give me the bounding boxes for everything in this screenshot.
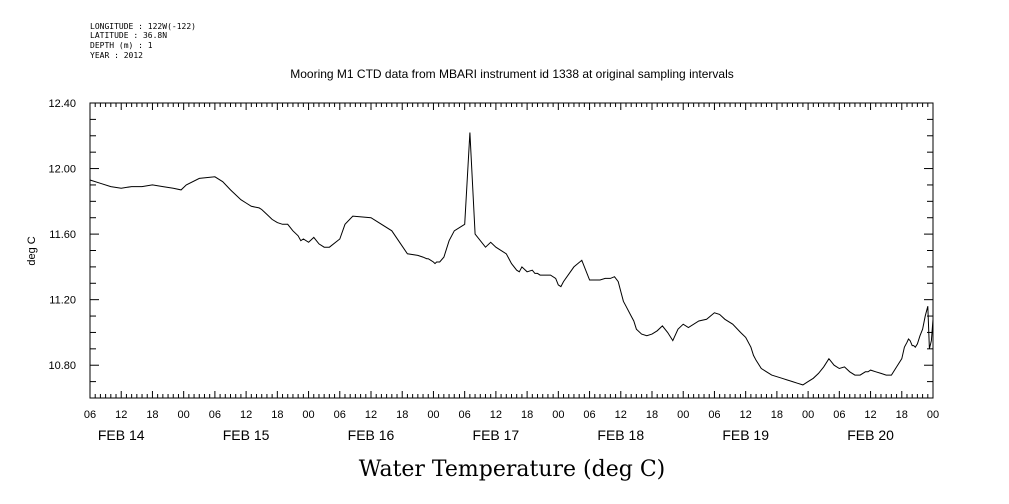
- plot-frame: [89, 102, 934, 399]
- x-tick-label: 00: [927, 409, 939, 421]
- x-tick-label: 18: [771, 409, 783, 421]
- x-tick-label: 12: [115, 409, 127, 421]
- year-text: YEAR : 2012: [90, 51, 143, 60]
- x-tick-label: 12: [740, 409, 752, 421]
- day-label: FEB 15: [223, 427, 270, 443]
- y-tick-label: 11.60: [49, 229, 76, 241]
- chart-title: Mooring M1 CTD data from MBARI instrumen…: [290, 67, 734, 81]
- x-tick-label: 06: [209, 409, 221, 421]
- x-tick-label: 18: [896, 409, 908, 421]
- x-tick-label: 06: [84, 409, 96, 421]
- latitude-text: LATITUDE : 36.8N: [90, 31, 167, 40]
- x-tick-label: 06: [833, 409, 845, 421]
- y-tick-labels: 10.80 11.20 11.60 12.00 12.40: [48, 98, 76, 372]
- x-tick-label: 18: [521, 409, 533, 421]
- temperature-line: [89, 132, 934, 386]
- x-tick-label: 00: [552, 409, 564, 421]
- x-tick-label: 00: [178, 409, 190, 421]
- day-label: FEB 17: [473, 427, 520, 443]
- series-group: [89, 132, 934, 386]
- x-tick-label: 12: [365, 409, 377, 421]
- y-axis-title: deg C: [26, 236, 38, 265]
- x-tick-label: 18: [271, 409, 283, 421]
- y-tick-label: 12.40: [48, 98, 76, 110]
- x-tick-label: 18: [146, 409, 158, 421]
- x-tick-label: 00: [427, 409, 439, 421]
- depth-text: DEPTH (m) : 1: [90, 41, 153, 50]
- day-label: FEB 14: [98, 427, 145, 443]
- day-label: FEB 16: [348, 427, 395, 443]
- y-tick-label: 12.00: [48, 164, 76, 176]
- day-label: FEB 19: [722, 427, 769, 443]
- x-tick-label: 00: [302, 409, 314, 421]
- x-tick-label: 06: [459, 409, 471, 421]
- header-info: LONGITUDE : 122W(-122) LATITUDE : 36.8N …: [90, 22, 196, 60]
- x-tick-label: 12: [490, 409, 502, 421]
- day-label: FEB 18: [597, 427, 644, 443]
- y-tick-label: 10.80: [48, 360, 76, 372]
- axis-ticks: [89, 102, 934, 399]
- y-tick-label: 11.20: [49, 295, 76, 307]
- x-tick-label: 12: [864, 409, 876, 421]
- x-tick-label: 06: [708, 409, 720, 421]
- longitude-text: LONGITUDE : 122W(-122): [90, 22, 196, 31]
- x-tick-labels: 06 12 18 00 06 12 18 00 06 12 18 00 06 12 18 00 06 12 18 00…: [84, 409, 939, 421]
- x-tick-label: 00: [677, 409, 689, 421]
- day-labels: FEB 14 FEB 15 FEB 16 FEB 17 FEB 18 FEB 19 FEB …: [98, 427, 894, 443]
- x-tick-label: 12: [240, 409, 252, 421]
- x-axis-title: Water Temperature (deg C): [359, 457, 666, 482]
- x-tick-label: 18: [396, 409, 408, 421]
- day-label: FEB 20: [847, 427, 894, 443]
- x-tick-label: 06: [583, 409, 595, 421]
- x-tick-label: 12: [615, 409, 627, 421]
- x-tick-label: 06: [334, 409, 346, 421]
- x-tick-label: 18: [646, 409, 658, 421]
- x-tick-label: 00: [802, 409, 814, 421]
